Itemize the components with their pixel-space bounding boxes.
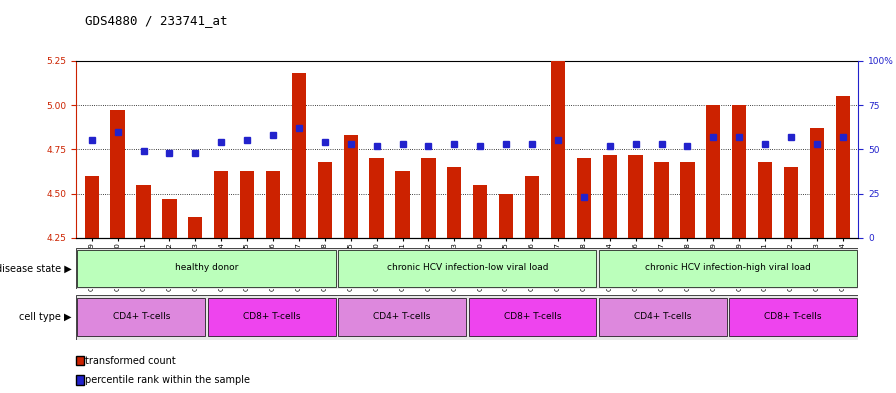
Text: transformed count: transformed count: [85, 356, 176, 365]
Bar: [473, 185, 487, 238]
Bar: [188, 217, 202, 238]
Text: percentile rank within the sample: percentile rank within the sample: [85, 375, 250, 385]
Text: disease state ▶: disease state ▶: [0, 264, 72, 274]
Bar: [162, 199, 177, 238]
Bar: [208, 298, 336, 336]
Text: CD4+ T-cells: CD4+ T-cells: [113, 312, 170, 321]
Bar: [680, 162, 694, 238]
Bar: [318, 162, 332, 238]
Bar: [266, 171, 280, 238]
Bar: [599, 298, 727, 336]
Text: GDS4880 / 233741_at: GDS4880 / 233741_at: [85, 14, 228, 27]
Bar: [395, 171, 409, 238]
Bar: [810, 128, 824, 238]
Text: CD4+ T-cells: CD4+ T-cells: [634, 312, 692, 321]
Bar: [240, 171, 254, 238]
Bar: [784, 167, 798, 238]
Bar: [599, 250, 857, 287]
Text: chronic HCV infection-low viral load: chronic HCV infection-low viral load: [386, 263, 548, 272]
Bar: [836, 96, 850, 238]
Bar: [292, 73, 306, 238]
Bar: [338, 250, 597, 287]
Text: CD8+ T-cells: CD8+ T-cells: [243, 312, 300, 321]
Bar: [77, 250, 336, 287]
Bar: [499, 193, 513, 238]
Bar: [136, 185, 151, 238]
Bar: [343, 135, 358, 238]
Text: chronic HCV infection-high viral load: chronic HCV infection-high viral load: [645, 263, 811, 272]
Bar: [577, 158, 591, 238]
Bar: [421, 158, 435, 238]
Bar: [77, 298, 205, 336]
Bar: [110, 110, 125, 238]
Text: cell type ▶: cell type ▶: [19, 312, 72, 322]
Bar: [525, 176, 539, 238]
Bar: [338, 298, 466, 336]
Bar: [551, 8, 565, 238]
Bar: [84, 176, 99, 238]
Bar: [706, 105, 720, 238]
Bar: [628, 155, 642, 238]
Bar: [758, 162, 772, 238]
Text: healthy donor: healthy donor: [175, 263, 238, 272]
Bar: [732, 105, 746, 238]
Text: CD4+ T-cells: CD4+ T-cells: [374, 312, 431, 321]
Text: CD8+ T-cells: CD8+ T-cells: [504, 312, 561, 321]
Bar: [654, 162, 668, 238]
Bar: [469, 298, 597, 336]
Bar: [729, 298, 857, 336]
Bar: [369, 158, 383, 238]
Bar: [603, 155, 616, 238]
Text: CD8+ T-cells: CD8+ T-cells: [764, 312, 822, 321]
Bar: [214, 171, 228, 238]
Bar: [447, 167, 461, 238]
